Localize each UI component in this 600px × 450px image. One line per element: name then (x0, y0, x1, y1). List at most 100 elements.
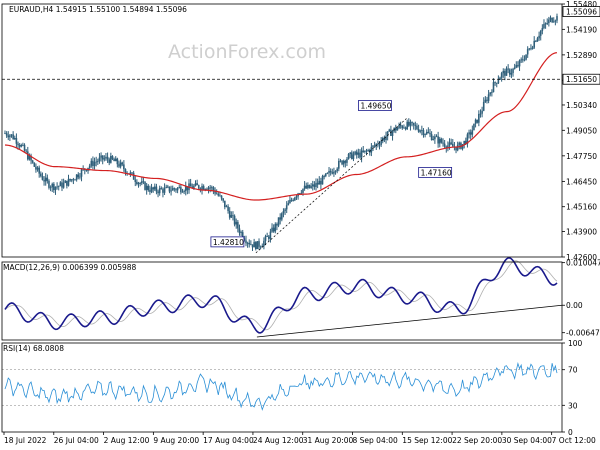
current-price-tag-box (562, 6, 600, 17)
candle-body (201, 186, 203, 190)
candle-body (378, 144, 381, 146)
candle-body (292, 200, 295, 201)
candle-body (329, 170, 332, 173)
macd-signal-line (4, 260, 558, 331)
candle-body (212, 187, 215, 191)
candle-body (347, 154, 350, 160)
candle-body (111, 155, 114, 160)
candle-body (48, 180, 50, 188)
candle-body (85, 169, 88, 171)
annotation-label: 1.47160 (421, 168, 452, 177)
current-price-tag: 1.55096 (566, 8, 597, 17)
candle-body (210, 187, 213, 189)
y-tick-label: 1.47750 (566, 152, 597, 161)
candle-body (225, 206, 228, 208)
y-tick-label: 1.54190 (566, 25, 597, 34)
candle-body (53, 183, 55, 191)
candle-body (326, 172, 329, 174)
candle-body (281, 213, 283, 220)
candle-body (338, 161, 340, 169)
candle-body (25, 150, 27, 152)
y-tick-label: 1.49050 (566, 126, 597, 135)
candle-body (46, 177, 49, 181)
candle-body (471, 130, 474, 135)
candle-body (204, 189, 207, 190)
candle-body (181, 191, 184, 193)
candle-body (508, 69, 511, 75)
candle-body (12, 134, 14, 140)
candle-body (219, 195, 221, 197)
candle-body (385, 136, 387, 141)
candle-body (456, 144, 459, 151)
candle-body (13, 138, 16, 140)
y-tick-label: 1.50340 (566, 101, 597, 110)
candle-body (414, 125, 417, 127)
candle-body (274, 223, 277, 232)
candle-body (396, 128, 399, 131)
candle-body (54, 186, 57, 191)
candle-body (237, 221, 239, 229)
candle-body (282, 210, 285, 214)
candle-body (15, 138, 18, 144)
candle-body (240, 232, 242, 233)
candle-body (523, 59, 526, 61)
candle-body (290, 199, 293, 201)
candle-body (248, 242, 251, 245)
candle-body (406, 121, 408, 130)
candle-body (224, 200, 226, 208)
candle-body (546, 23, 549, 24)
candle-body (535, 40, 537, 42)
candle-body (429, 133, 431, 135)
candle-body (163, 187, 166, 193)
candle-body (443, 143, 446, 147)
candle-body (269, 231, 272, 239)
x-tick-label: 30 Sep 04:00 (502, 436, 552, 445)
candle-body (180, 187, 182, 193)
candle-body (147, 185, 150, 191)
candle-body (132, 172, 135, 180)
candle-body (324, 173, 327, 177)
y-tick-label: 1.46450 (566, 177, 597, 186)
candle-body (100, 155, 102, 158)
candle-body (487, 94, 490, 101)
candle-body (33, 162, 36, 167)
candle-body (321, 176, 324, 185)
candle-body (377, 144, 379, 145)
candle-body (352, 154, 355, 159)
macd-header: MACD(12,26,9) 0.006399 0.005988 (3, 263, 137, 272)
candle-body (23, 144, 26, 151)
candle-body (554, 20, 557, 22)
candle-body (277, 217, 280, 226)
candle-body (300, 192, 303, 194)
candle-body (160, 188, 163, 190)
candle-body (551, 17, 553, 23)
candle-body (381, 137, 384, 142)
candle-body (515, 65, 518, 68)
candle-body (97, 161, 99, 162)
x-tick-label: 2 Aug 12:00 (104, 436, 150, 445)
candle-body (442, 142, 444, 144)
candle-body (44, 177, 47, 182)
x-tick-label: 18 Jul 2022 (4, 436, 47, 445)
candle-body (313, 184, 316, 187)
watermark: ActionForex.com (168, 41, 326, 63)
candle-body (196, 183, 198, 186)
candle-body (344, 160, 347, 163)
rsi-y-tick-label: 70 (568, 366, 578, 375)
candle-body (492, 82, 495, 93)
candle-body (450, 142, 452, 144)
candle-body (380, 141, 382, 145)
macd-y-tick-label: 0.010047 (566, 259, 600, 268)
candle-body (28, 155, 31, 160)
x-tick-label: 7 Oct 12:00 (552, 436, 596, 445)
candle-body (536, 38, 539, 42)
candle-body (398, 125, 400, 129)
price-panel: 1.42810 1.49650 1.47160 (2, 13, 562, 254)
candle-body (383, 137, 386, 141)
candle-body (95, 161, 97, 163)
candle-body (4, 133, 6, 135)
level-price-tag-box (562, 73, 600, 85)
candle-body (267, 236, 270, 239)
candle-body (318, 180, 321, 185)
x-tick-label: 22 Sep 20:00 (452, 436, 502, 445)
